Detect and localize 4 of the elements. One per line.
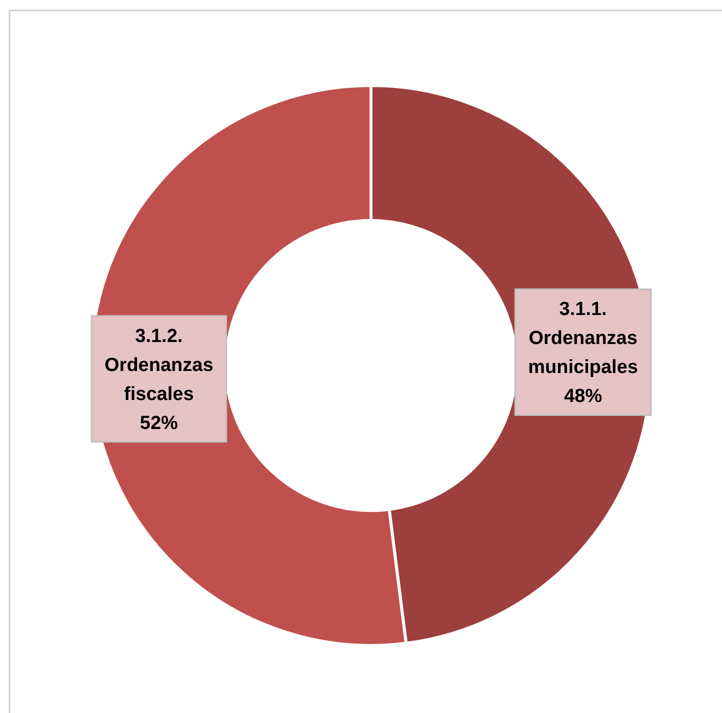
data-label: 48%: [564, 386, 602, 408]
slice-label: 3.1.2. Ordenanzas fiscales: [104, 326, 214, 405]
data-label: 52%: [140, 412, 178, 434]
slice-label: 3.1.1. Ordenanzas municipales: [528, 299, 638, 378]
